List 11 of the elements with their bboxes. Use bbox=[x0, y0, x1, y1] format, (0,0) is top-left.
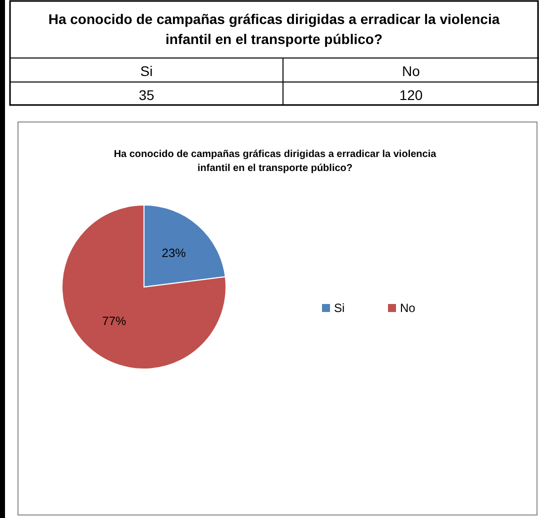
data-label: 23% bbox=[162, 246, 186, 260]
legend-label: Si bbox=[334, 301, 345, 315]
data-label: 77% bbox=[102, 314, 127, 328]
text: 120 bbox=[399, 87, 423, 103]
text: Ha conocido de campañas gráficas dirigidas a erradicar la violencia infantil en el transporte público? bbox=[48, 11, 500, 47]
category-label: Si bbox=[140, 63, 153, 79]
legend-label: No bbox=[400, 301, 416, 315]
pie-slice bbox=[62, 204, 226, 370]
category-label: No bbox=[402, 63, 420, 79]
chart-title: Ha conocido de campañas gráficas dirigidas a erradicar la violencia infantil en el transporte público? bbox=[114, 149, 437, 174]
text: 35 bbox=[138, 87, 154, 103]
